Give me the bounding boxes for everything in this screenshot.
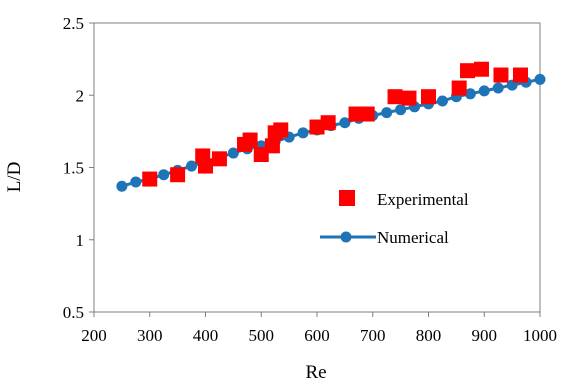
x-tick-label: 800 [416, 326, 442, 345]
x-tick-label: 900 [472, 326, 498, 345]
plot-area [116, 61, 546, 192]
numerical-point [130, 176, 142, 188]
experimental-point [320, 115, 336, 131]
experimental-point [421, 89, 436, 105]
experimental-point [170, 167, 186, 183]
y-tick-label: 2.5 [63, 14, 84, 33]
legend-marker-circle [340, 231, 352, 243]
experimental-point [198, 158, 213, 174]
numerical-point [297, 127, 309, 139]
experimental-point [142, 171, 158, 187]
tick-labels: 200 300 400 500 600 700 800 900 1000 0.5 1 1.5 2 2.5 [63, 14, 557, 345]
numerical-point [478, 85, 490, 97]
x-tick-label: 300 [137, 326, 163, 345]
numerical-point [436, 95, 448, 107]
x-tick-label: 1000 [523, 326, 557, 345]
experimental-point [473, 61, 489, 77]
numerical-point [464, 88, 476, 100]
x-tick-label: 400 [193, 326, 219, 345]
experimental-point [359, 106, 375, 122]
x-axis-title: Re [305, 362, 326, 383]
legend-item-experimental: Experimental [339, 190, 469, 209]
numerical-point [492, 82, 504, 94]
legend-marker-square [339, 190, 355, 206]
experimental-point [264, 138, 280, 154]
experimental-point [401, 90, 417, 106]
x-tick-label: 500 [249, 326, 275, 345]
experimental-point [387, 89, 403, 105]
x-tick-label: 700 [360, 326, 386, 345]
x-tick-label: 600 [304, 326, 330, 345]
legend-label-experimental: Experimental [377, 190, 469, 209]
experimental-point [211, 151, 227, 167]
legend: Experimental Numerical [320, 190, 469, 247]
numerical-point [186, 160, 198, 172]
numerical-point [534, 73, 546, 85]
y-axis-title: L/D [4, 162, 25, 193]
x-tick-label: 200 [81, 326, 107, 345]
y-tick-label: 0.5 [63, 303, 84, 322]
y-tick-label: 2 [76, 86, 85, 105]
experimental-point [512, 67, 528, 83]
y-tick-label: 1 [76, 231, 85, 250]
experimental-point [493, 67, 509, 83]
experimental-point [460, 63, 476, 79]
numerical-point [381, 107, 393, 119]
numerical-point [339, 117, 351, 129]
legend-item-numerical: Numerical [320, 228, 449, 247]
axes [89, 22, 541, 317]
legend-label-numerical: Numerical [377, 228, 449, 247]
numerical-point [395, 104, 407, 116]
numerical-point [116, 180, 128, 192]
y-tick-label: 1.5 [63, 159, 84, 178]
experimental-point [451, 80, 467, 96]
numerical-point [227, 147, 239, 159]
numerical-point [158, 169, 170, 181]
experimental-point [242, 132, 258, 148]
experimental-point [273, 122, 289, 138]
